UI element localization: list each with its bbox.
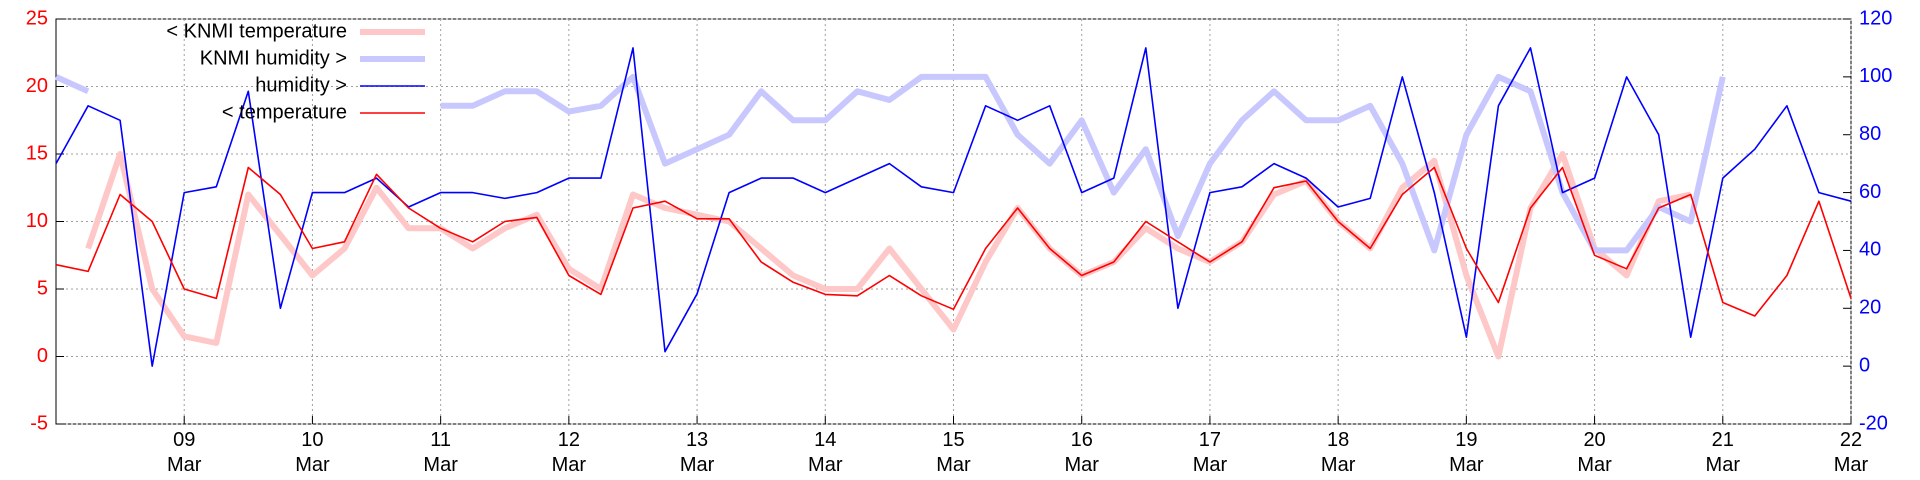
legend-label: KNMI humidity > — [200, 47, 347, 69]
y-tick-label: 20 — [26, 75, 48, 97]
y2-tick-label: 20 — [1859, 297, 1881, 319]
x-tick-label: 14 Mar — [808, 429, 843, 476]
series-line — [55, 166, 1852, 317]
series-line — [85, 151, 1692, 360]
x-tick-label: 21 Mar — [1706, 429, 1741, 476]
x-tick-label: 13 Mar — [680, 429, 715, 476]
y-tick-label: 15 — [26, 142, 48, 164]
y-tick-label: 10 — [26, 210, 48, 232]
y-tick-label: 25 — [26, 7, 48, 29]
x-tick-label: 17 Mar — [1193, 429, 1228, 476]
legend-label: humidity > — [255, 74, 347, 96]
x-tick-label: 11 Mar — [423, 429, 458, 476]
legend-label: < KNMI temperature — [166, 20, 347, 42]
x-tick-label: 10 Mar — [295, 429, 330, 476]
y2-tick-label: 40 — [1859, 239, 1881, 261]
x-tick-label: 19 Mar — [1449, 429, 1484, 476]
x-tick-label: 18 Mar — [1321, 429, 1356, 476]
y2-tick-label: 100 — [1859, 65, 1892, 87]
x-tick-label: 22 Mar — [1834, 429, 1869, 476]
y-tick-label: -5 — [30, 412, 48, 434]
x-tick-label: 16 Mar — [1064, 429, 1099, 476]
series-line — [55, 47, 1852, 367]
legend-label: < temperature — [222, 101, 347, 123]
y2-tick-label: 0 — [1859, 354, 1870, 376]
x-tick-label: 12 Mar — [552, 429, 587, 476]
x-tick-label: 09 Mar — [167, 429, 202, 476]
y2-tick-label: 60 — [1859, 181, 1881, 203]
y-tick-label: 5 — [37, 277, 48, 299]
x-tick-label: 20 Mar — [1577, 429, 1612, 476]
y2-tick-label: 120 — [1859, 7, 1892, 29]
y2-tick-label: -20 — [1859, 412, 1888, 434]
y2-tick-label: 80 — [1859, 123, 1881, 145]
x-tick-label: 15 Mar — [936, 429, 971, 476]
series-line — [54, 73, 1726, 254]
y-tick-label: 0 — [37, 345, 48, 367]
